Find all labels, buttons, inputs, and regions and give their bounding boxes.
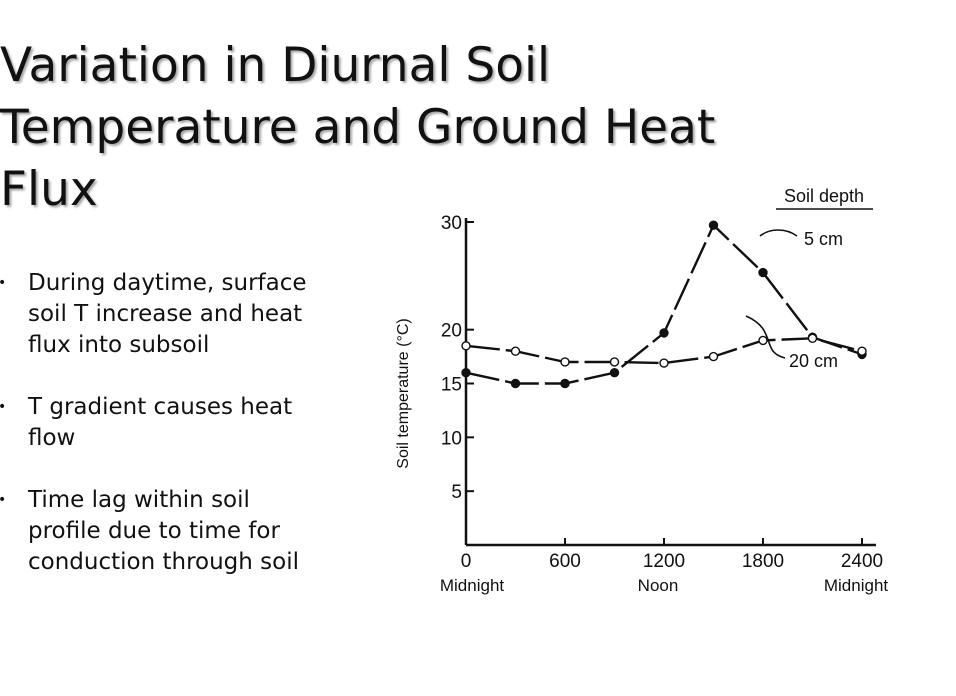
legend-title: Soil depth bbox=[784, 186, 864, 206]
x-tick-label: 600 bbox=[549, 551, 581, 572]
bullet-2-line-1: T gradient causes heat bbox=[28, 394, 293, 420]
series-2-point bbox=[708, 351, 719, 362]
series-line-2 bbox=[465, 337, 863, 365]
series-2-point bbox=[560, 357, 570, 367]
series-2-point bbox=[609, 357, 620, 367]
bullet-1-line-3: flux into subsoil bbox=[28, 332, 210, 358]
series-2-point bbox=[807, 333, 818, 343]
x-tick-label: 1200 bbox=[643, 551, 685, 572]
y-tick-label: 20 bbox=[441, 321, 462, 342]
y-tick-label: 30 bbox=[441, 213, 462, 234]
bullet-item-1: • During daytime, surface soil T increas… bbox=[0, 268, 360, 361]
x-tick-label: 0 bbox=[461, 551, 472, 572]
series-2-point bbox=[659, 358, 669, 368]
series-2-point bbox=[758, 335, 768, 346]
x-tick-sublabel: Midnight bbox=[824, 576, 889, 595]
series-2-point bbox=[857, 346, 867, 356]
bullet-1-line-2: soil T increase and heat bbox=[28, 301, 303, 327]
x-tick-label: 1800 bbox=[742, 551, 784, 572]
bullet-list: • During daytime, surface soil T increas… bbox=[0, 268, 360, 609]
slide-title: Variation in Diurnal Soil Temperature an… bbox=[0, 35, 900, 221]
chart-axes bbox=[464, 218, 876, 547]
series-label-5cm: 5 cm bbox=[804, 229, 843, 249]
bullet-2-line-2: flow bbox=[28, 425, 76, 451]
series-2-point bbox=[461, 341, 471, 351]
series-1-point bbox=[461, 368, 471, 378]
bullet-glyph: • bbox=[0, 392, 6, 423]
series-1-point bbox=[758, 267, 768, 278]
bullet-3-line-1: Time lag within soil bbox=[28, 487, 250, 513]
y-tick-label: 5 bbox=[451, 482, 462, 503]
series-1-point bbox=[560, 378, 570, 389]
x-tick-sublabel: Noon bbox=[638, 576, 679, 595]
x-tick-sublabel: Midnight bbox=[440, 576, 505, 595]
chart-series bbox=[461, 220, 867, 389]
title-line-1: Variation in Diurnal Soil bbox=[0, 38, 551, 94]
series-label-20cm: 20 cm bbox=[789, 351, 838, 371]
bullet-3-line-2: profile due to time for bbox=[28, 518, 280, 544]
series-1-point bbox=[708, 220, 719, 230]
series-1-point bbox=[609, 368, 620, 378]
y-axis-label: Soil temperature (°C) bbox=[395, 318, 412, 468]
series-1-point bbox=[659, 328, 669, 338]
bullet-item-3: • Time lag within soil profile due to ti… bbox=[0, 485, 360, 578]
bullet-1-line-1: During daytime, surface bbox=[28, 270, 307, 296]
series-2-point bbox=[510, 346, 521, 356]
chart-labels: 5 10 15 20 30 0 Midnight 600 1200 Noon 1800 2400 Mid… bbox=[395, 186, 888, 595]
bullet-glyph: • bbox=[0, 485, 6, 516]
bullet-glyph: • bbox=[0, 268, 6, 299]
y-tick-label: 15 bbox=[441, 375, 462, 396]
bullet-3-line-3: conduction through soil bbox=[28, 549, 300, 575]
series-label-20cm-leader bbox=[745, 315, 786, 359]
series-label-5cm-leader bbox=[759, 229, 798, 237]
y-tick-label: 10 bbox=[441, 428, 462, 449]
series-1-point bbox=[510, 378, 521, 389]
x-tick-label: 2400 bbox=[841, 551, 883, 572]
title-line-3: Flux bbox=[0, 162, 98, 218]
bullet-item-2: • T gradient causes heat flow bbox=[0, 392, 360, 454]
title-line-2: Temperature and Ground Heat bbox=[0, 100, 716, 156]
